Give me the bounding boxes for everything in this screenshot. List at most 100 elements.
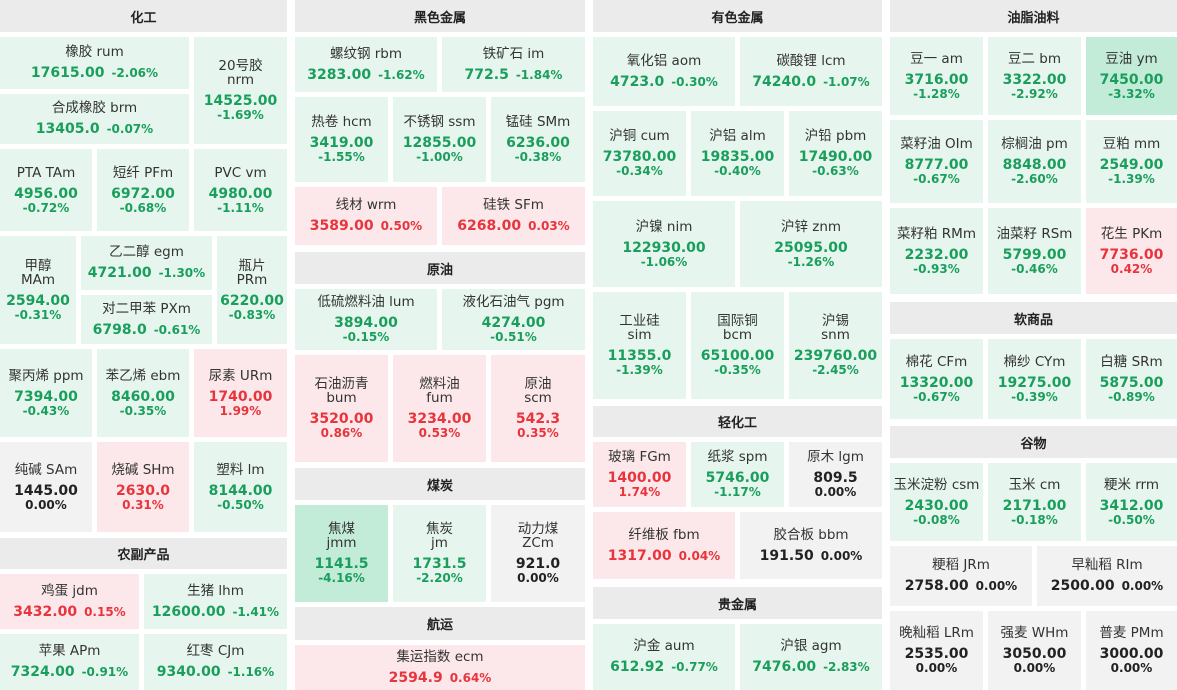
contract-tile-cum[interactable]: 沪铜 cum 73780.00 -0.34% <box>593 111 686 196</box>
contract-tile-jm[interactable]: 焦炭 jm 1731.5 -2.20% <box>393 505 486 602</box>
contract-tile-cym[interactable]: 棉纱 CYm 19275.00 -0.39% <box>988 339 1081 419</box>
contract-tile-bm[interactable]: 豆二 bm 3322.00 -2.92% <box>988 37 1081 115</box>
contract-tile-whm[interactable]: 强麦 WHm 3050.00 0.00% <box>988 611 1081 690</box>
contract-tile-wrm[interactable]: 线材 wrm 3589.00 0.50% <box>295 187 437 245</box>
contract-tile-jrm[interactable]: 粳稻 JRm 2758.00 0.00% <box>890 546 1032 606</box>
change-percent: -0.18% <box>1011 512 1058 527</box>
contract-tile-shm[interactable]: 烧碱 SHm 2630.0 0.31% <box>97 442 189 532</box>
contract-tile-fbm[interactable]: 纤维板 fbm 1317.00 0.04% <box>593 512 735 579</box>
quote: 1400.00 1.74% <box>608 470 672 499</box>
contract-tile-cjm[interactable]: 红枣 CJm 9340.00 -1.16% <box>144 634 287 690</box>
contract-name: PVC vm <box>214 164 267 181</box>
contract-tile-fum[interactable]: 燃料油 fum 3234.00 0.53% <box>393 355 486 462</box>
quote: 6220.00 -0.83% <box>220 293 284 322</box>
contract-tile-ppm[interactable]: 聚丙烯 ppm 7394.00 -0.43% <box>0 349 92 437</box>
contract-name: 油菜籽 RSm <box>996 225 1073 242</box>
contract-tile-vm[interactable]: PVC vm 4980.00 -1.11% <box>194 149 287 231</box>
contract-tile-alm[interactable]: 沪铝 alm 19835.00 -0.40% <box>691 111 784 196</box>
change-percent: -0.93% <box>913 261 960 276</box>
contract-tile-sim[interactable]: 工业硅 sim 11355.0 -1.39% <box>593 292 686 399</box>
contract-tile-lrm[interactable]: 晚籼稻 LRm 2535.00 0.00% <box>890 611 983 690</box>
contract-tile-ecm[interactable]: 集运指数 ecm 2594.9 0.64% <box>295 645 585 690</box>
contract-tile-rim[interactable]: 早籼稻 RIm 2500.00 0.00% <box>1037 546 1177 606</box>
contract-tile-bcm[interactable]: 国际铜 bcm 65100.00 -0.35% <box>691 292 784 399</box>
contract-tile-urm[interactable]: 尿素 URm 1740.00 1.99% <box>194 349 287 437</box>
quote: 1141.5 -4.16% <box>314 556 368 585</box>
change-percent: -1.84% <box>515 67 563 82</box>
contract-tile-mam[interactable]: 甲醇 MAm 2594.00 -0.31% <box>0 236 76 344</box>
contract-tile-am[interactable]: 豆一 am 3716.00 -1.28% <box>890 37 983 115</box>
contract-tile-rum[interactable]: 橡胶 rum 17615.00 -2.06% <box>0 37 189 89</box>
contract-tile-pxm[interactable]: 对二甲苯 PXm 6798.0 -0.61% <box>81 295 212 344</box>
change-percent: -0.31% <box>14 307 62 322</box>
contract-tile-sam[interactable]: 纯碱 SAm 1445.00 0.00% <box>0 442 92 532</box>
contract-tile-lcm[interactable]: 碳酸锂 lcm 74240.0 -1.07% <box>740 37 882 106</box>
contract-tile-rsm[interactable]: 油菜籽 RSm 5799.00 -0.46% <box>988 208 1081 294</box>
last-price: 3520.00 <box>309 411 374 427</box>
contract-tile-pm[interactable]: 棕榈油 pm 8848.00 -2.60% <box>988 120 1081 203</box>
contract-tile-tam[interactable]: PTA TAm 4956.00 -0.72% <box>0 149 92 231</box>
contract-name: 沪镍 nim <box>635 218 693 235</box>
contract-tile-sfm[interactable]: 硅铁 SFm 6268.00 0.03% <box>442 187 585 245</box>
contract-tile-rrm[interactable]: 粳米 rrm 3412.00 -0.50% <box>1086 463 1177 541</box>
contract-tile-aum[interactable]: 沪金 aum 612.92 -0.77% <box>593 624 735 690</box>
contract-tile-apm[interactable]: 苹果 APm 7324.00 -0.91% <box>0 634 139 690</box>
contract-tile-ym[interactable]: 豆油 ym 7450.00 -3.32% <box>1086 37 1177 115</box>
quote: 17490.00 -0.63% <box>799 149 873 178</box>
contract-tile-bum[interactable]: 石油沥青 bum 3520.00 0.86% <box>295 355 388 462</box>
contract-tile-pgm[interactable]: 液化石油气 pgm 4274.00 -0.51% <box>442 289 585 350</box>
change-percent: -2.60% <box>1011 172 1058 186</box>
contract-tile-zcm[interactable]: 动力煤 ZCm 921.0 0.00% <box>491 505 585 602</box>
contract-tile-bbm[interactable]: 胶合板 bbm 191.50 0.00% <box>740 512 882 579</box>
contract-name: 棉纱 CYm <box>1003 353 1066 370</box>
contract-tile-im[interactable]: 铁矿石 im 772.5 -1.84% <box>442 37 585 92</box>
contract-tile-znm[interactable]: 沪锌 znm 25095.00 -1.26% <box>740 201 882 287</box>
last-price: 13405.0 <box>35 121 100 137</box>
contract-tile-mm[interactable]: 豆粕 mm 2549.00 -1.39% <box>1086 120 1177 203</box>
contract-name: 液化石油气 pgm <box>462 294 565 310</box>
contract-name: 沪银 agm <box>780 638 842 654</box>
contract-tile-cfm[interactable]: 棉花 CFm 13320.00 -0.67% <box>890 339 983 419</box>
contract-tile-scm[interactable]: 原油 scm 542.3 0.35% <box>491 355 585 462</box>
contract-tile-lm[interactable]: 塑料 lm 8144.00 -0.50% <box>194 442 287 532</box>
contract-name: 沪金 aum <box>633 638 695 654</box>
contract-tile-egm[interactable]: 乙二醇 egm 4721.00 -1.30% <box>81 236 212 290</box>
contract-tile-fgm[interactable]: 玻璃 FGm 1400.00 1.74% <box>593 442 686 507</box>
contract-tile-pkm[interactable]: 花生 PKm 7736.00 0.42% <box>1086 208 1177 294</box>
contract-tile-cm[interactable]: 玉米 cm 2171.00 -0.18% <box>988 463 1081 541</box>
contract-tile-spm[interactable]: 纸浆 spm 5746.00 -1.17% <box>691 442 784 507</box>
contract-tile-nim[interactable]: 沪镍 nim 122930.00 -1.06% <box>593 201 735 287</box>
contract-tile-prm[interactable]: 瓶片 PRm 6220.00 -0.83% <box>217 236 287 344</box>
contract-tile-smm[interactable]: 锰硅 SMm 6236.00 -0.38% <box>491 97 585 182</box>
contract-tile-ebm[interactable]: 苯乙烯 ebm 8460.00 -0.35% <box>97 349 189 437</box>
contract-tile-csm[interactable]: 玉米淀粉 csm 2430.00 -0.08% <box>890 463 983 541</box>
contract-tile-rmm[interactable]: 菜籽粕 RMm 2232.00 -0.93% <box>890 208 983 294</box>
contract-name: 石油沥青 bum <box>314 376 369 406</box>
contract-tile-lhm[interactable]: 生猪 lhm 12600.00 -1.41% <box>144 574 287 629</box>
contract-tile-srm[interactable]: 白糖 SRm 5875.00 -0.89% <box>1086 339 1177 419</box>
quote: 4956.00 -0.72% <box>14 186 78 215</box>
contract-tile-pbm[interactable]: 沪铅 pbm 17490.00 -0.63% <box>789 111 882 196</box>
contract-tile-ssm[interactable]: 不锈钢 ssm 12855.00 -1.00% <box>393 97 486 182</box>
contract-name: 粳米 rrm <box>1103 476 1160 493</box>
contract-tile-snm[interactable]: 沪锡 snm 239760.00 -2.45% <box>789 292 882 399</box>
contract-tile-lum[interactable]: 低硫燃料油 lum 3894.00 -0.15% <box>295 289 437 350</box>
quote: 11355.0 -1.39% <box>608 348 672 377</box>
contract-tile-nrm[interactable]: 20号胶 nrm 14525.00 -1.69% <box>194 37 287 144</box>
contract-tile-aom[interactable]: 氧化铝 aom 4723.0 -0.30% <box>593 37 735 106</box>
contract-tile-brm[interactable]: 合成橡胶 brm 13405.0 -0.07% <box>0 94 189 144</box>
change-percent: -1.00% <box>416 150 463 164</box>
change-percent: -1.39% <box>616 363 663 377</box>
contract-tile-pfm[interactable]: 短纤 PFm 6972.00 -0.68% <box>97 149 189 231</box>
contract-name: 豆二 bm <box>1007 50 1061 67</box>
quote: 2171.00 -0.18% <box>1003 498 1067 527</box>
contract-tile-hcm[interactable]: 热卷 hcm 3419.00 -1.55% <box>295 97 388 182</box>
contract-tile-agm[interactable]: 沪银 agm 7476.00 -2.83% <box>740 624 882 690</box>
contract-tile-pmm[interactable]: 普麦 PMm 3000.00 0.00% <box>1086 611 1177 690</box>
contract-tile-jdm[interactable]: 鸡蛋 jdm 3432.00 0.15% <box>0 574 139 629</box>
contract-tile-oim[interactable]: 菜籽油 OIm 8777.00 -0.67% <box>890 120 983 203</box>
contract-name: 聚丙烯 ppm <box>8 367 84 384</box>
contract-tile-rbm[interactable]: 螺纹钢 rbm 3283.00 -1.62% <box>295 37 437 92</box>
contract-tile-lgm[interactable]: 原木 lgm 809.5 0.00% <box>789 442 882 507</box>
contract-tile-jmm[interactable]: 焦煤 jmm 1141.5 -4.16% <box>295 505 388 602</box>
